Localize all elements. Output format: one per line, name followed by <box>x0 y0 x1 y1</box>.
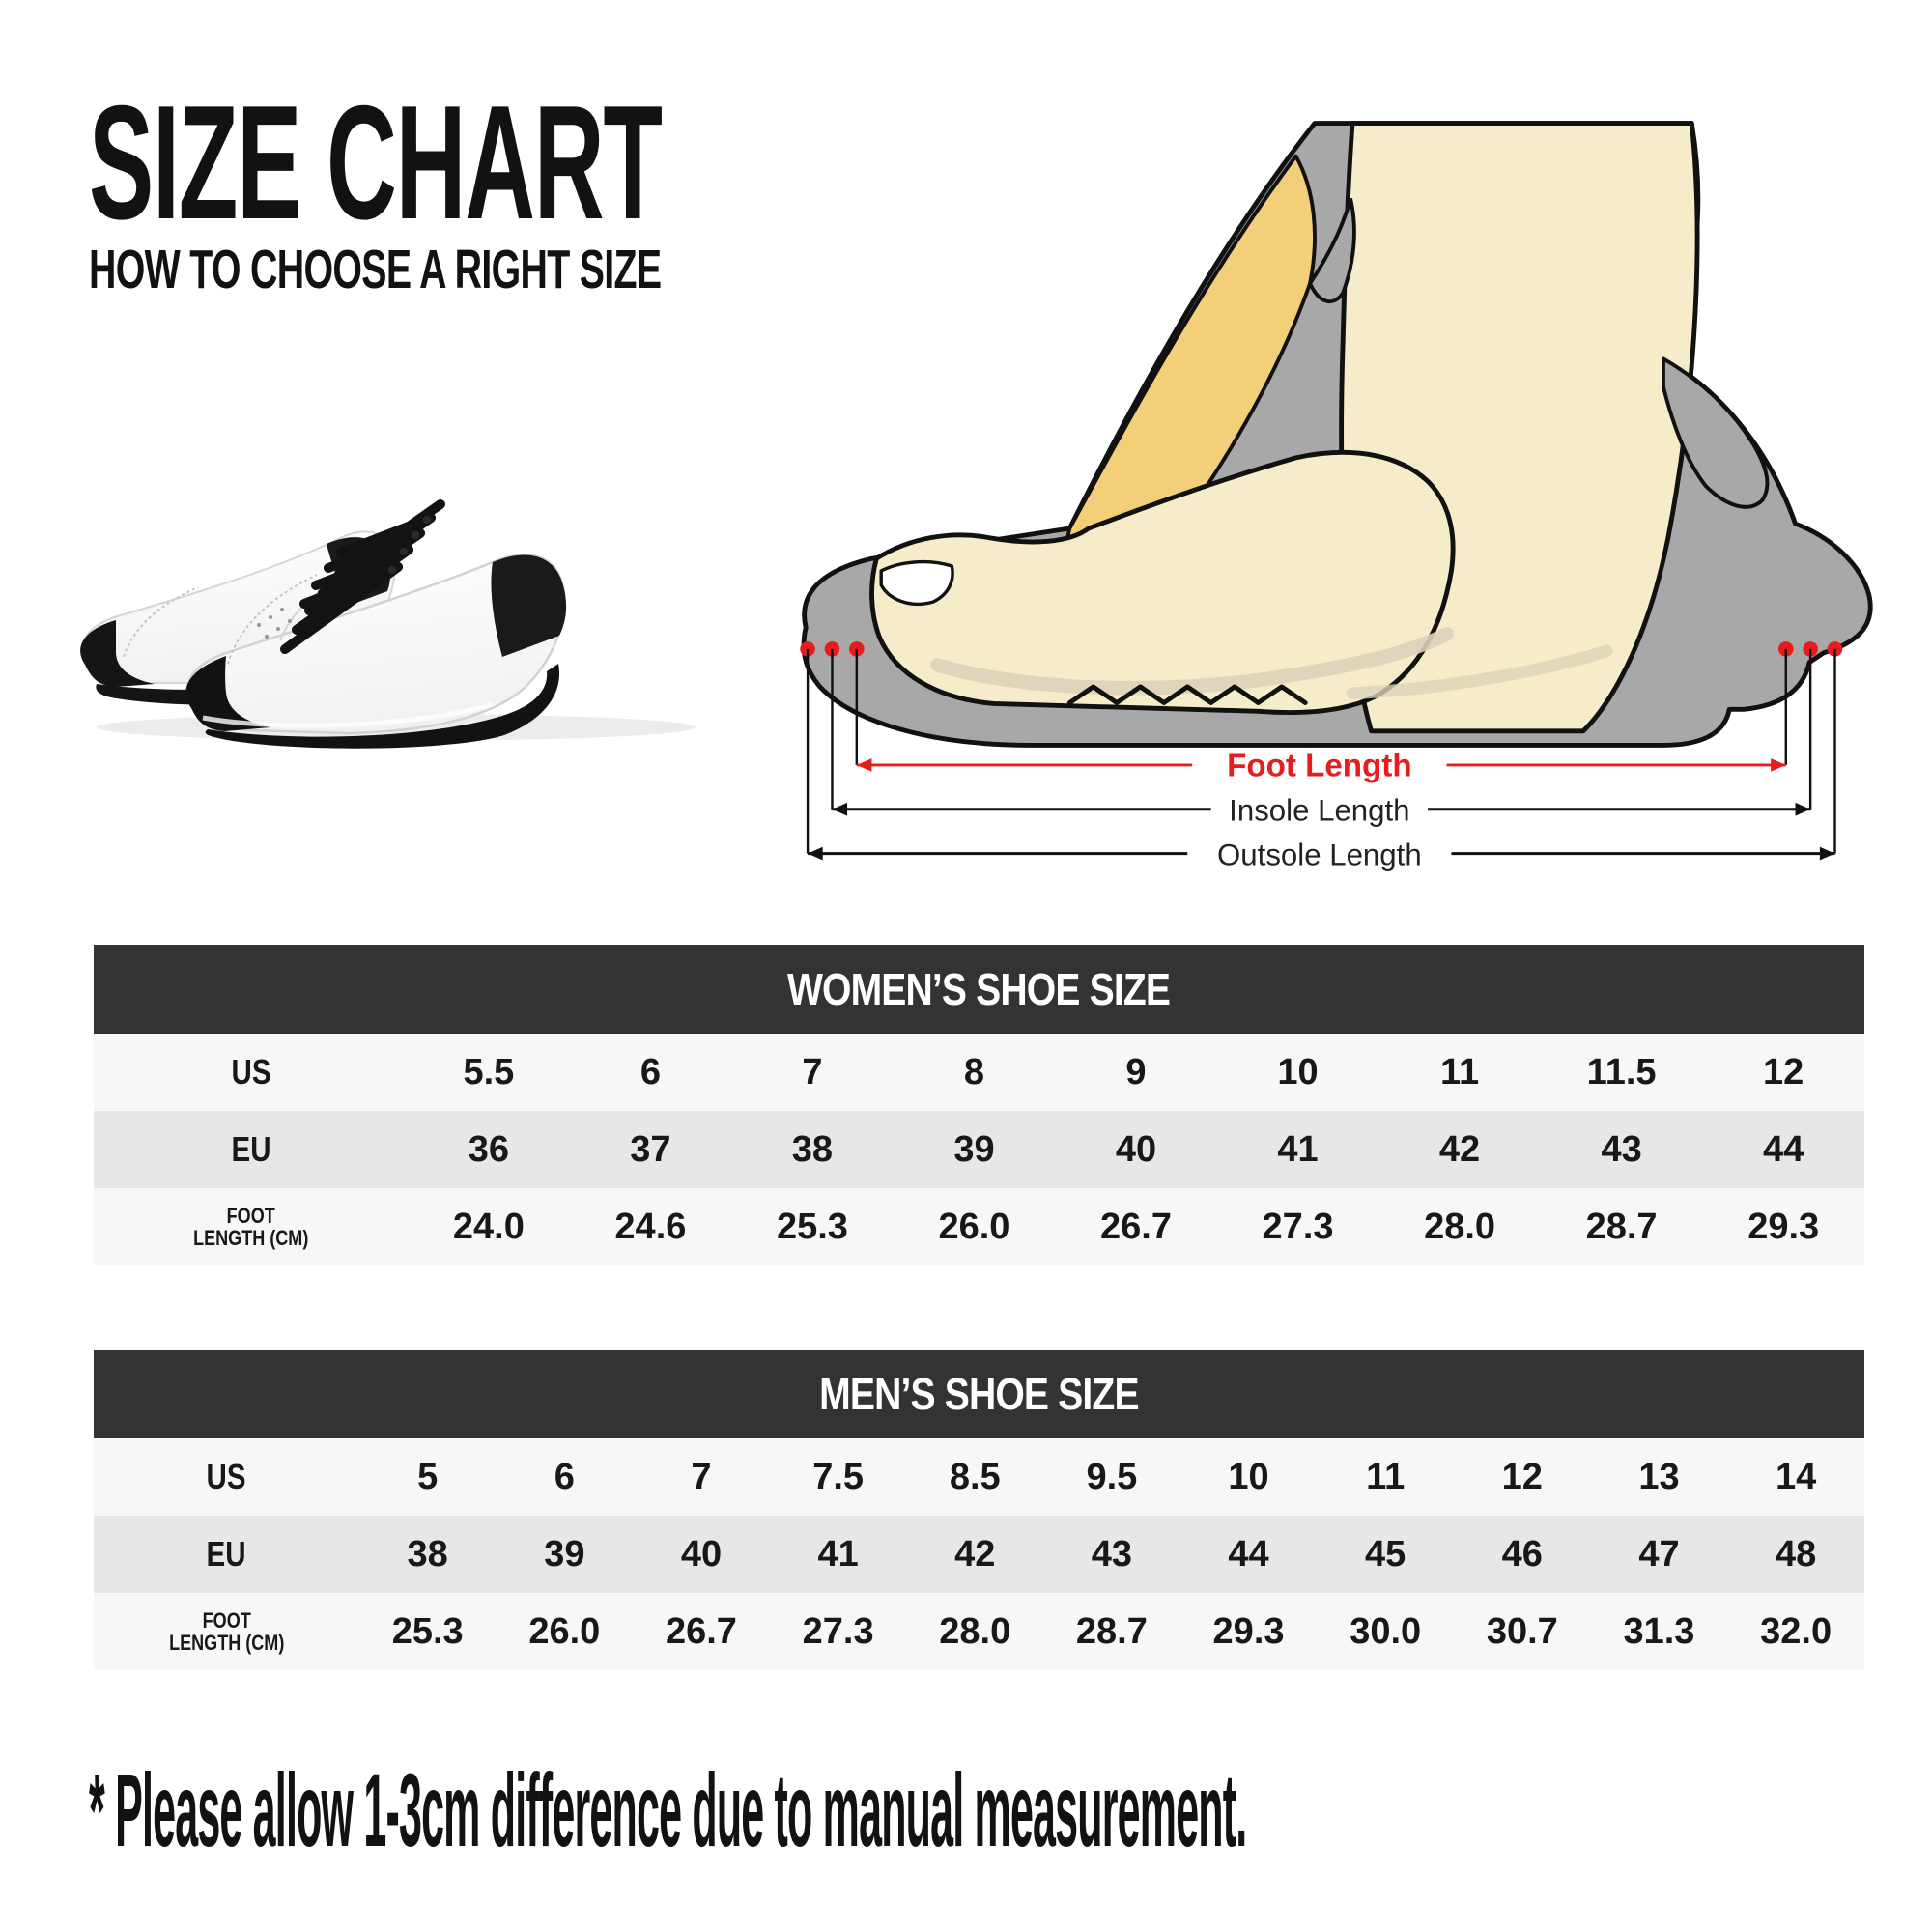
svg-text:Foot Length: Foot Length <box>1227 749 1412 784</box>
svg-text:Insole Length: Insole Length <box>1229 793 1409 827</box>
svg-text:Outsole Length: Outsole Length <box>1217 838 1422 871</box>
